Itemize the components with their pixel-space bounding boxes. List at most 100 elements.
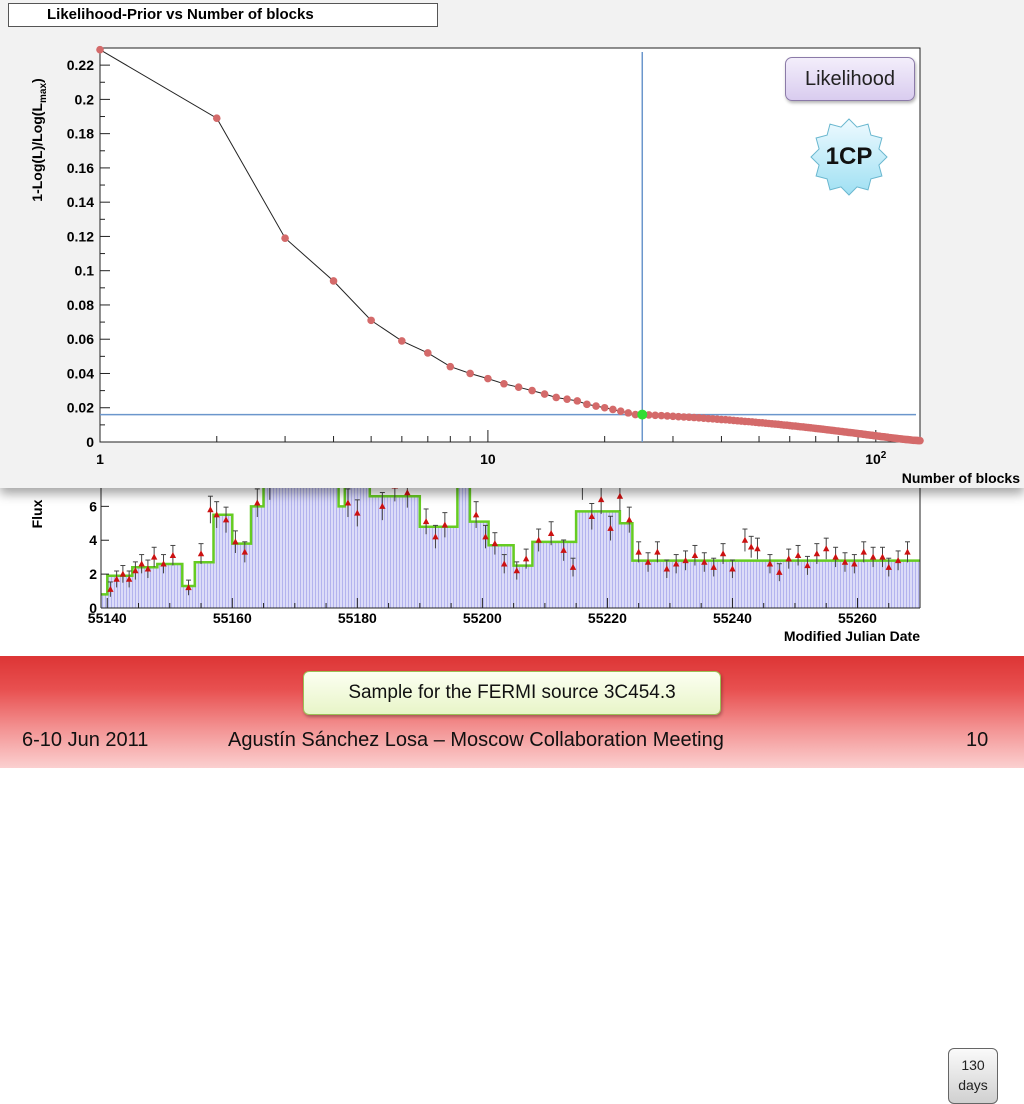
- x-axis-label: Modified Julian Date: [784, 628, 920, 644]
- likelihood-point: [398, 337, 406, 345]
- flux-point: [560, 546, 567, 553]
- flux-point: [869, 553, 877, 560]
- flux-point: [860, 548, 867, 555]
- x-tick-label: 55240: [713, 610, 752, 626]
- flux-point: [522, 555, 530, 562]
- flux-point: [569, 563, 577, 570]
- flux-point: [626, 516, 633, 523]
- flux-point: [547, 529, 555, 536]
- flux-point: [701, 558, 708, 565]
- flux-point: [132, 567, 139, 574]
- flux-point: [354, 509, 361, 516]
- footer-page-number: 10: [966, 729, 989, 751]
- flux-point: [432, 533, 439, 540]
- likelihood-point: [651, 411, 660, 420]
- likelihood-point: [563, 395, 571, 403]
- flux-point: [482, 533, 489, 540]
- y-tick-label: 0.18: [67, 126, 94, 142]
- y-tick-label: 0.04: [67, 365, 94, 381]
- flux-point: [776, 568, 783, 575]
- likelihood-point: [600, 403, 609, 412]
- starburst-icon: [810, 118, 888, 196]
- flux-point: [144, 565, 152, 572]
- likelihood-point: [500, 379, 508, 388]
- likelihood-point: [583, 400, 591, 409]
- flux-point: [729, 565, 736, 572]
- flux-point: [207, 506, 214, 513]
- flux-point: [785, 555, 792, 562]
- flux-point: [404, 489, 411, 496]
- days-annotation-unit: days: [958, 1077, 988, 1093]
- y-tick-label: 0.22: [67, 57, 94, 73]
- flux-point: [441, 521, 449, 528]
- likelihood-point: [484, 374, 492, 383]
- flux-point: [741, 536, 749, 543]
- likelihood-point: [916, 436, 924, 445]
- footer-author: Agustín Sánchez Losa – Moscow Collaborat…: [228, 729, 724, 751]
- likelihood-point: [657, 411, 666, 420]
- badge-label: 1CP: [825, 143, 873, 170]
- x-tick-label: 55220: [588, 610, 627, 626]
- x-axis-label: Number of blocks: [902, 470, 1020, 486]
- light-curve-chart: 0 2 4 6 55140 55160 55180 55200 55220 55240 55260 M…: [29, 478, 921, 644]
- flux-point: [663, 565, 670, 572]
- flux-point: [241, 548, 248, 555]
- selected-point: [637, 409, 648, 420]
- y-tick-label: 0.12: [67, 228, 94, 244]
- flux-point: [644, 558, 652, 565]
- flux-point: [885, 563, 892, 570]
- days-annotation-value: 130: [961, 1057, 985, 1073]
- likelihood-point: [609, 405, 617, 414]
- flux-point: [491, 540, 499, 547]
- y-tick-label: 2: [89, 566, 97, 582]
- likelihood-point: [631, 410, 640, 419]
- flux-point: [422, 518, 430, 525]
- y-tick-label: 0.1: [75, 263, 95, 279]
- flux-point: [169, 551, 177, 558]
- flux-point: [879, 553, 886, 560]
- y-tick-label: 0.02: [67, 400, 94, 416]
- likelihood-point: [367, 316, 375, 325]
- flux-point: [607, 524, 614, 531]
- likelihood-point: [528, 386, 536, 395]
- y-tick-label: 0.06: [67, 331, 94, 347]
- flux-point: [823, 545, 830, 552]
- flux-point: [254, 499, 261, 506]
- x-tick-label: 102: [865, 450, 887, 467]
- flux-point: [672, 560, 680, 567]
- likelihood-point: [281, 234, 289, 242]
- flux-point: [894, 557, 902, 564]
- y-tick-label: 0.14: [67, 194, 94, 210]
- flux-point: [710, 563, 717, 570]
- likelihood-point: [466, 369, 474, 378]
- x-tick-label: 55160: [213, 610, 252, 626]
- flux-point: [107, 585, 114, 592]
- flux-point: [719, 550, 727, 557]
- flux-point: [222, 516, 230, 523]
- y-axis-label: Flux: [29, 499, 45, 528]
- likelihood-point: [329, 277, 338, 285]
- flux-point: [588, 513, 595, 520]
- flux-point: [597, 496, 605, 503]
- flux-point: [125, 575, 133, 582]
- flux-point: [150, 553, 158, 560]
- y-tick-label: 6: [89, 498, 97, 514]
- flux-point: [766, 560, 774, 567]
- 1cp-badge: 1CP: [808, 118, 890, 196]
- likelihood-point: [663, 412, 672, 420]
- likelihood-point: [514, 383, 523, 391]
- caption-box: Sample for the FERMI source 3C454.3: [303, 671, 721, 715]
- likelihood-point: [552, 393, 561, 402]
- flux-point: [804, 562, 811, 569]
- flux-point: [379, 502, 386, 509]
- flux-point: [635, 548, 642, 555]
- x-tick-label: 1: [96, 451, 104, 467]
- y-tick-label: 4: [89, 532, 97, 548]
- flux-point: [691, 551, 699, 558]
- flux-point: [813, 550, 821, 557]
- x-tick-label: 55200: [463, 610, 502, 626]
- y-tick-label: 0.16: [67, 160, 94, 176]
- likelihood-chart-panel: 0 0.02 0.04 0.06 0.08 0.1 0.12 0.14 0.16 0.18 0.2 0…: [0, 0, 1024, 488]
- likelihood-point: [446, 362, 455, 371]
- footer-date: 6-10 Jun 2011: [22, 729, 149, 751]
